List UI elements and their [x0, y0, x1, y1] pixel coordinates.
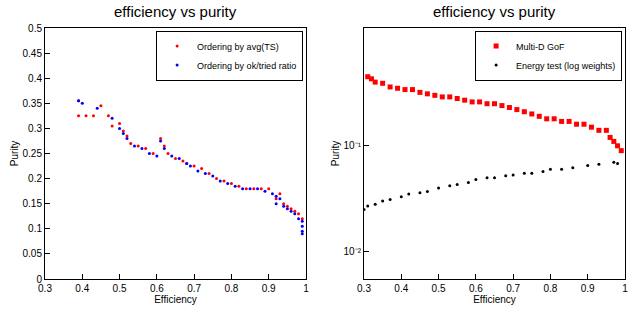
- svg-text:Purity: Purity: [330, 141, 341, 167]
- svg-text:0.7: 0.7: [187, 283, 201, 294]
- svg-text:0.2: 0.2: [28, 173, 42, 184]
- svg-text:0.3: 0.3: [38, 283, 52, 294]
- svg-text:0.6: 0.6: [469, 283, 483, 294]
- svg-text:0: 0: [36, 274, 42, 285]
- svg-text:0.3: 0.3: [28, 123, 42, 134]
- svg-text:0.15: 0.15: [23, 198, 43, 209]
- svg-text:efficiency vs purity: efficiency vs purity: [433, 3, 556, 20]
- svg-text:0.05: 0.05: [23, 248, 43, 259]
- svg-text:efficiency vs purity: efficiency vs purity: [114, 3, 237, 20]
- svg-text:0.3: 0.3: [357, 283, 371, 294]
- svg-text:0.35: 0.35: [23, 98, 43, 109]
- svg-text:1: 1: [303, 283, 309, 294]
- svg-text:0.5: 0.5: [113, 283, 127, 294]
- svg-text:0.7: 0.7: [506, 283, 520, 294]
- svg-text:0.9: 0.9: [581, 283, 595, 294]
- svg-text:0.4: 0.4: [394, 283, 408, 294]
- svg-text:Multi-D GoF: Multi-D GoF: [516, 42, 565, 52]
- svg-text:0.4: 0.4: [75, 283, 89, 294]
- svg-text:Efficiency: Efficiency: [473, 294, 516, 305]
- svg-text:0.5: 0.5: [432, 283, 446, 294]
- svg-text:0.9: 0.9: [262, 283, 276, 294]
- svg-text:10⁻²: 10⁻²: [344, 246, 362, 257]
- svg-text:0.8: 0.8: [543, 283, 557, 294]
- svg-text:0.5: 0.5: [28, 23, 42, 34]
- svg-text:1: 1: [622, 283, 628, 294]
- svg-text:0.4: 0.4: [28, 73, 42, 84]
- svg-text:Ordering by ok/tried ratio: Ordering by ok/tried ratio: [197, 61, 296, 71]
- svg-text:0.45: 0.45: [23, 48, 43, 59]
- svg-text:Energy test (log weights): Energy test (log weights): [516, 61, 615, 71]
- svg-text:0.8: 0.8: [224, 283, 238, 294]
- svg-text:0.25: 0.25: [23, 148, 43, 159]
- svg-text:0.6: 0.6: [150, 283, 164, 294]
- svg-text:0.1: 0.1: [28, 223, 42, 234]
- svg-text:Purity: Purity: [9, 141, 20, 167]
- svg-text:Ordering by avg(TS): Ordering by avg(TS): [197, 42, 279, 52]
- svg-text:Efficiency: Efficiency: [154, 294, 197, 305]
- svg-text:10⁻¹: 10⁻¹: [344, 140, 362, 151]
